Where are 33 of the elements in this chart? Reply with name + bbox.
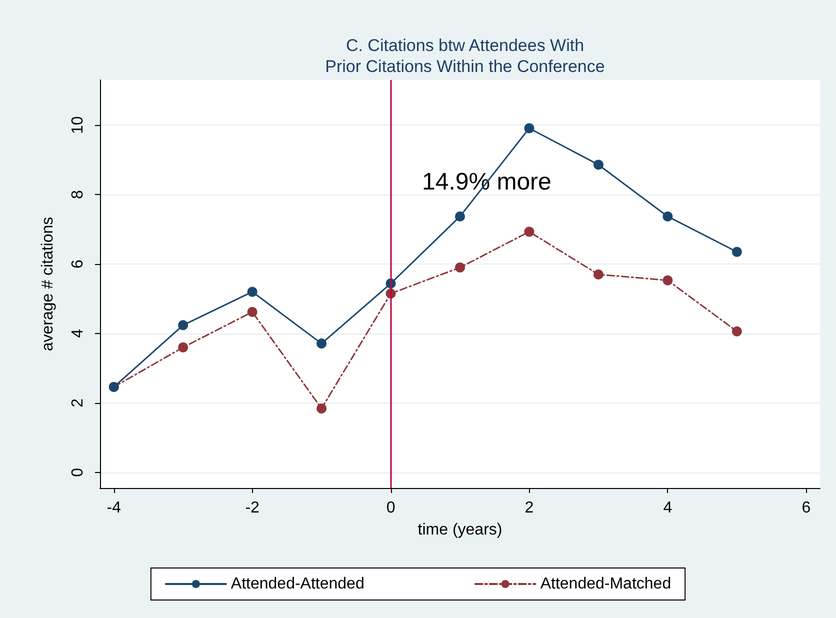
x-tick-label: 0 — [386, 500, 396, 516]
x-tick-label: -4 — [106, 500, 122, 516]
y-tick-label: 6 — [70, 259, 86, 268]
x-tick-label: 4 — [663, 500, 672, 516]
y-tick-label: 4 — [70, 328, 86, 338]
y-tick-label: 10 — [70, 116, 86, 134]
x-axis-title: time (years) — [418, 522, 502, 538]
y-tick-label: 8 — [70, 190, 86, 200]
point — [178, 320, 188, 330]
point — [524, 226, 534, 237]
point — [524, 123, 534, 134]
point — [593, 160, 604, 170]
y-tick-label: 2 — [70, 398, 86, 408]
chart-title: C. Citations btw Attendees With Prior Citations Within the Conference — [325, 36, 605, 76]
legend-label: Attended-Matched — [540, 576, 672, 592]
point — [247, 306, 258, 317]
legend-label: Attended-Attended — [230, 576, 364, 592]
y-axis-title: average # citations — [40, 216, 56, 352]
point — [455, 262, 465, 273]
point — [662, 275, 673, 286]
point — [455, 211, 465, 222]
point — [732, 246, 742, 257]
x-tick-label: 6 — [802, 500, 811, 516]
point — [178, 342, 188, 352]
x-tick-label: 2 — [524, 500, 534, 516]
point — [732, 326, 742, 336]
point — [316, 338, 327, 349]
point — [662, 211, 673, 222]
y-tick-label: 0 — [70, 468, 86, 477]
x-tick-label: -2 — [245, 500, 260, 516]
point — [247, 286, 258, 297]
point — [593, 269, 604, 280]
point — [316, 403, 327, 414]
